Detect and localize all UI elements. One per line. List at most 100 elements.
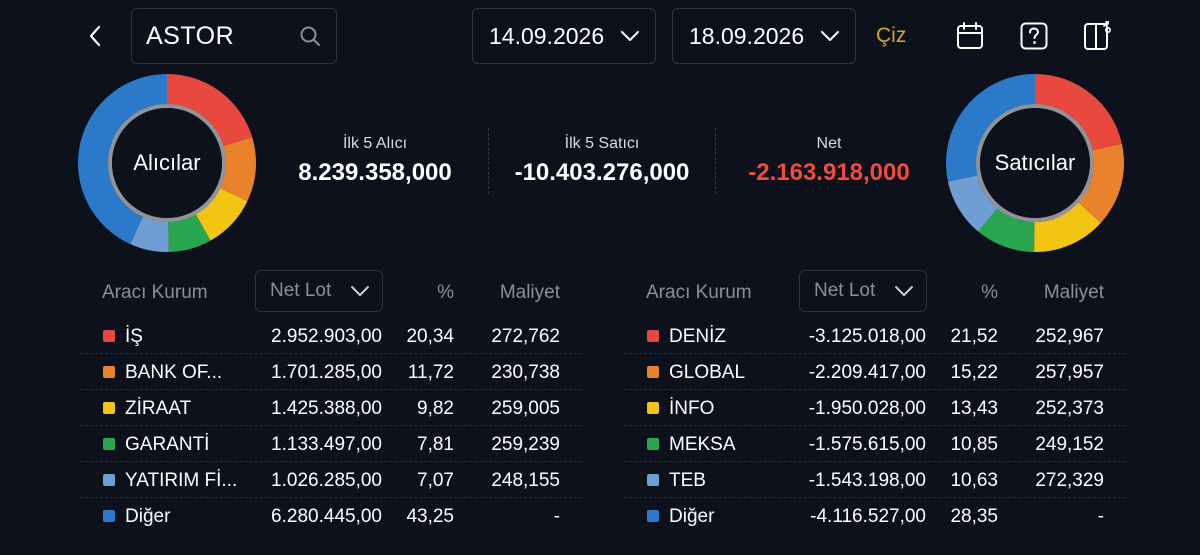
net-lot-value: 2.952.903,00 [271,326,382,347]
calendar-button[interactable] [952,18,988,54]
summary-top5-buyers: İlk 5 Alıcı 8.239.358,000 [262,128,488,194]
percent-value: 11,72 [407,362,454,383]
table-row[interactable]: GLOBAL -2.209.417,00 15,22 257,957 [624,354,1126,390]
cost-value: 272,329 [1035,470,1104,491]
table-row[interactable]: İNFO -1.950.028,00 13,43 252,373 [624,390,1126,426]
legend-color-swatch [647,366,659,378]
cost-value: 272,762 [491,326,560,347]
net-lot-dropdown[interactable]: Net Lot [799,270,927,312]
legend-color-swatch [647,438,659,450]
draw-button[interactable]: Çiz [876,20,906,52]
table-row[interactable]: ZİRAAT 1.425.388,00 9,82 259,005 [80,390,582,426]
net-lot-value: -1.950.028,00 [808,398,926,419]
net-lot-value: 1.133.497,00 [271,434,382,455]
sellers-donut-hole [980,108,1090,218]
symbol-search-box[interactable] [131,8,337,64]
net-lot-value: -4.116.527,00 [810,506,926,527]
legend-color-swatch [647,402,659,414]
summary-top5-sellers-value: -10.403.276,000 [514,159,690,186]
legend-color-swatch [647,474,659,486]
net-lot-value: -2.209.417,00 [808,362,926,383]
net-lot-value: 1.701.285,00 [271,362,382,383]
header-percent: % [981,282,998,303]
cost-value: 252,967 [1035,326,1104,347]
legend-color-swatch [647,510,659,522]
end-date-select[interactable]: 18.09.2026 [672,8,856,64]
buyers-donut-segment [78,74,167,245]
table-row[interactable]: TEB -1.543.198,00 10,63 272,329 [624,462,1126,498]
broker-name: BANK OF... [125,362,223,383]
table-row[interactable]: YATIRIM Fİ... 1.026.285,00 7,07 248,155 [80,462,582,498]
percent-value: 9,82 [417,398,454,419]
sellers-table-body: DENİZ -3.125.018,00 21,52 252,967 GLOBAL -2.2… [624,318,1126,534]
sellers-donut-inner-ring [976,104,1094,222]
buyers-donut-segment [195,188,248,241]
net-lot-value: -1.575.615,00 [808,434,926,455]
table-row[interactable]: İŞ 2.952.903,00 20,34 272,762 [80,318,582,354]
broker-name: İNFO [669,398,715,419]
summary-top5-buyers-value: 8.239.358,000 [298,159,452,186]
chevron-down-icon [821,31,839,41]
cost-value: 248,155 [491,470,560,491]
broker-name: MEKSA [669,434,736,455]
side-panel-button[interactable] [1080,18,1116,54]
legend-color-swatch [103,438,115,450]
percent-value: 7,07 [417,470,454,491]
legend-color-swatch [103,330,115,342]
percent-value: 13,43 [950,398,998,419]
table-row[interactable]: GARANTİ 1.133.497,00 7,81 259,239 [80,426,582,462]
cost-value: 259,239 [491,434,560,455]
start-date-select[interactable]: 14.09.2026 [472,8,656,64]
buyers-table: Aracı Kurum Net Lot % Maliyet İŞ 2.952.90… [80,270,582,534]
header-percent: % [437,282,454,303]
percent-value: 28,35 [950,506,998,527]
cost-value: 259,005 [491,398,560,419]
percent-value: 43,25 [406,506,454,527]
broker-name: İŞ [125,326,143,347]
table-row[interactable]: BANK OF... 1.701.285,00 11,72 230,738 [80,354,582,390]
chevron-down-icon [895,286,913,296]
buyers-donut-segment [167,74,253,146]
sellers-donut-segment [978,208,1035,252]
percent-value: 10,85 [950,434,998,455]
help-button[interactable] [1016,18,1052,54]
buyers-donut-segment [130,216,169,252]
broker-name: Diğer [125,506,171,527]
header-cost: Maliyet [499,282,560,303]
table-row[interactable]: MEKSA -1.575.615,00 10,85 249,152 [624,426,1126,462]
legend-color-swatch [103,474,115,486]
net-lot-value: -3.125.018,00 [808,326,926,347]
end-date-value: 18.09.2026 [689,22,805,49]
percent-value: 7,81 [417,434,454,455]
symbol-search-input[interactable] [146,21,286,51]
sellers-donut-segment [1078,143,1124,223]
header-cost: Maliyet [1043,282,1104,303]
cost-value: - [553,506,560,527]
back-button[interactable] [80,20,112,52]
broker-name: GARANTİ [125,434,210,455]
net-lot-dropdown-label: Net Lot [814,280,876,301]
sellers-donut-segment [1034,202,1101,252]
table-row[interactable]: Diğer -4.116.527,00 28,35 - [624,498,1126,534]
broker-name: DENİZ [669,326,726,347]
search-icon[interactable] [298,24,322,48]
buyers-donut-segment [168,214,211,252]
chevron-left-icon [89,25,101,47]
sellers-donut-segment [947,175,998,232]
summary-net: Net -2.163.918,000 [715,128,942,194]
net-lot-value: 6.280.445,00 [271,506,382,527]
legend-color-swatch [103,366,115,378]
cost-value: 249,152 [1035,434,1104,455]
net-lot-value: -1.543.198,00 [808,470,926,491]
percent-value: 21,52 [950,326,998,347]
sellers-donut-segment [946,74,1035,182]
broker-name: YATIRIM Fİ... [125,470,238,491]
draw-button-label: Çiz [876,24,907,47]
table-row[interactable]: DENİZ -3.125.018,00 21,52 252,967 [624,318,1126,354]
legend-color-swatch [103,510,115,522]
net-lot-value: 1.026.285,00 [271,470,382,491]
table-row[interactable]: Diğer 6.280.445,00 43,25 - [80,498,582,534]
net-lot-dropdown[interactable]: Net Lot [255,270,383,312]
start-date-value: 14.09.2026 [489,22,605,49]
summary-top5-buyers-label: İlk 5 Alıcı [342,135,408,152]
